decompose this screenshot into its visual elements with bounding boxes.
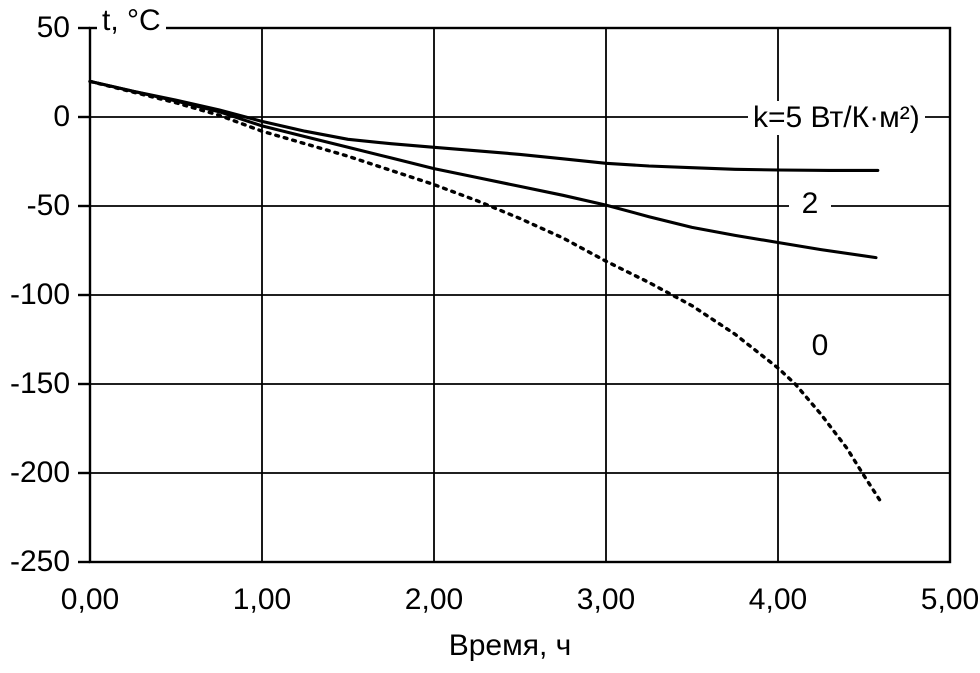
y-tick-label--150: -150 bbox=[9, 367, 70, 400]
y-tick-label--250: -250 bbox=[9, 545, 70, 578]
series-path-1 bbox=[88, 79, 878, 260]
x-tick-label-4,00: 4,00 bbox=[748, 583, 808, 616]
series-path-0 bbox=[88, 79, 880, 172]
y-tick-label-0: 0 bbox=[53, 100, 70, 133]
x-tick-label-3,00: 3,00 bbox=[576, 583, 636, 616]
series-label-k2: 2 bbox=[789, 187, 831, 221]
y-tick-label--200: -200 bbox=[9, 456, 70, 489]
series-label-k0: 0 bbox=[798, 329, 842, 363]
series-label-k5: k=5 Вт/К·м²) bbox=[748, 101, 925, 135]
series-path-2 bbox=[88, 79, 882, 502]
x-tick-label-5,00: 5,00 bbox=[920, 583, 980, 616]
y-tick-label-50: 50 bbox=[36, 11, 70, 44]
x-tick-label-2,00: 2,00 bbox=[404, 583, 464, 616]
y-tick-label--50: -50 bbox=[26, 189, 70, 222]
x-tick-label-1,00: 1,00 bbox=[232, 583, 292, 616]
x-axis-title: Время, ч bbox=[448, 629, 572, 662]
y-tick-label--100: -100 bbox=[9, 278, 70, 311]
x-tick-label-0,00: 0,00 bbox=[60, 583, 120, 616]
y-axis-title: t, °C bbox=[97, 4, 166, 38]
